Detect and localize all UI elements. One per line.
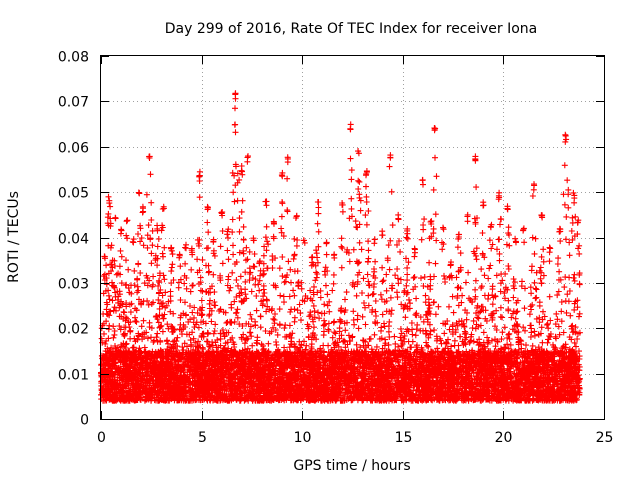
y-tick-label: 0.03 bbox=[58, 277, 89, 293]
x-tick-label: 10 bbox=[294, 430, 312, 446]
axis-ticks bbox=[101, 56, 605, 420]
y-tick-label: 0.05 bbox=[58, 186, 89, 202]
roti-series-markers bbox=[98, 90, 583, 404]
y-tick-label: 0.02 bbox=[58, 322, 89, 338]
y-tick-label: 0.08 bbox=[58, 50, 89, 66]
plot-frame bbox=[100, 55, 605, 420]
y-tick-label: 0 bbox=[80, 413, 89, 429]
x-tick-label: 20 bbox=[495, 430, 513, 446]
y-tick-label: 0.06 bbox=[58, 141, 89, 157]
y-tick-label: 0.04 bbox=[58, 232, 89, 248]
x-tick-label: 15 bbox=[395, 430, 413, 446]
x-tick-label: 0 bbox=[97, 430, 106, 446]
y-tick-label: 0.01 bbox=[58, 368, 89, 384]
x-tick-label: 25 bbox=[596, 430, 614, 446]
y-tick-labels: 0 0.01 0.02 0.03 0.04 0.05 0.06 0.07 0.08 bbox=[58, 50, 89, 429]
x-axis-label: GPS time / hours bbox=[293, 458, 410, 474]
data-points bbox=[98, 90, 583, 404]
y-axis-label: ROTI / TECUs bbox=[6, 191, 22, 283]
chart-title: Day 299 of 2016, Rate Of TEC Index for r… bbox=[165, 21, 538, 37]
x-tick-label: 5 bbox=[198, 430, 207, 446]
grid bbox=[101, 56, 604, 419]
y-tick-label: 0.07 bbox=[58, 95, 89, 111]
x-tick-labels: 0 5 10 15 20 25 bbox=[97, 430, 613, 446]
